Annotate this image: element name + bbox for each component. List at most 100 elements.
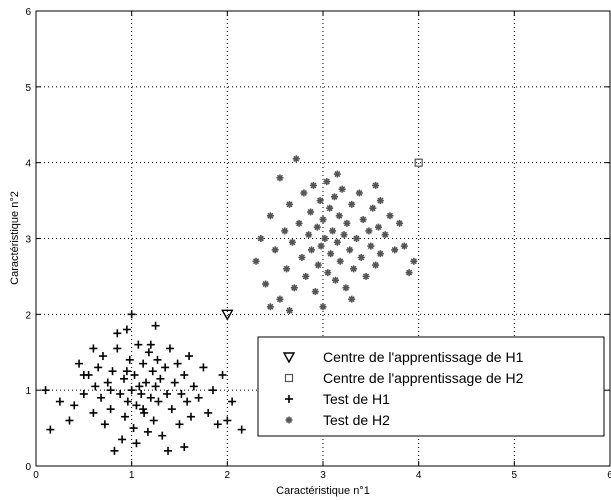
h2-test-point bbox=[288, 238, 296, 246]
h1-test-point bbox=[120, 374, 129, 383]
h2-test-point bbox=[295, 219, 303, 227]
h2-test-point bbox=[355, 189, 363, 197]
h1-test-point bbox=[137, 389, 146, 398]
h2-test-point bbox=[330, 193, 338, 201]
h1-test-point bbox=[165, 344, 174, 353]
h1-test-point bbox=[139, 405, 148, 414]
h1-test-point bbox=[170, 378, 179, 387]
y-tick-label: 1 bbox=[25, 386, 31, 397]
h1-test-point bbox=[125, 355, 134, 364]
h1-test-point bbox=[156, 374, 165, 383]
h1-test-point bbox=[127, 386, 136, 395]
h1-test-point bbox=[132, 401, 141, 410]
h1-test-point bbox=[194, 393, 203, 402]
h1-test-point bbox=[161, 363, 170, 372]
h2-test-point bbox=[308, 246, 316, 254]
h2-test-point bbox=[319, 303, 327, 311]
h2-test-point bbox=[352, 235, 360, 242]
h1-test-point bbox=[123, 397, 132, 406]
h1-test-point bbox=[41, 386, 50, 395]
h1-test-point bbox=[223, 416, 232, 425]
h1-test-point bbox=[180, 371, 189, 379]
h1-test-point bbox=[151, 321, 160, 330]
h1-test-point bbox=[103, 378, 112, 387]
h1-test-point bbox=[154, 397, 163, 406]
h2-test-point bbox=[359, 216, 367, 224]
h2-test-point bbox=[391, 246, 399, 254]
h1-test-point bbox=[208, 386, 217, 395]
h1-test-point bbox=[110, 446, 119, 455]
h1-test-point bbox=[167, 405, 176, 414]
h2-test-point bbox=[292, 155, 300, 163]
h2-test-point bbox=[405, 269, 413, 277]
h1-test-point bbox=[153, 355, 162, 364]
h2-test-point bbox=[307, 208, 315, 216]
h2-test-point bbox=[343, 219, 351, 227]
h1-test-point bbox=[139, 359, 148, 368]
h1-test-point bbox=[175, 420, 184, 429]
h1-test-point bbox=[189, 382, 198, 391]
h2-test-point bbox=[400, 242, 408, 250]
h2-test-point bbox=[286, 200, 294, 208]
x-tick-label: 4 bbox=[416, 470, 422, 481]
h1-test-point bbox=[143, 427, 152, 436]
h2-test-point bbox=[357, 253, 365, 261]
legend-marker-h2-center bbox=[284, 373, 294, 383]
h2-test-point bbox=[317, 242, 325, 250]
h2-test-point bbox=[271, 246, 279, 254]
h1-test-point bbox=[164, 446, 173, 455]
legend-label-h1-test: Test de H1 bbox=[323, 391, 390, 407]
h2-test-point bbox=[276, 174, 284, 182]
h2-test-point bbox=[350, 265, 358, 273]
h1-center-marker bbox=[221, 309, 234, 321]
x-tick-label: 0 bbox=[33, 470, 39, 481]
legend-label-h2-test: Test de H2 bbox=[323, 412, 390, 428]
h2-test-point bbox=[333, 238, 341, 246]
h1-test-point bbox=[89, 344, 98, 353]
h2-test-point bbox=[311, 288, 319, 296]
h2-test-point bbox=[257, 235, 265, 242]
h1-test-point bbox=[134, 340, 143, 349]
x-tick-label: 3 bbox=[320, 470, 326, 481]
h2-test-point bbox=[324, 269, 332, 277]
h2-test-point bbox=[365, 227, 373, 235]
h2-test-point bbox=[336, 257, 344, 265]
h1-test-point bbox=[142, 378, 151, 387]
h2-test-point bbox=[376, 250, 384, 258]
y-tick-label: 6 bbox=[25, 7, 31, 18]
h2-test-point bbox=[333, 170, 341, 178]
x-tick-label: 5 bbox=[512, 470, 518, 481]
h1-test-point bbox=[79, 389, 88, 398]
h1-test-point bbox=[173, 359, 182, 368]
h2-test-point bbox=[300, 189, 308, 197]
h2-test-point bbox=[367, 242, 375, 250]
h1-test-point bbox=[100, 420, 109, 429]
h1-test-point bbox=[65, 416, 74, 425]
h2-test-point bbox=[316, 197, 324, 205]
h1-test-point bbox=[163, 389, 172, 398]
legend-marker-h1-center bbox=[282, 352, 296, 364]
h2-test-point bbox=[266, 212, 274, 220]
h2-test-point bbox=[340, 231, 348, 239]
x-tick-label: 1 bbox=[129, 470, 135, 481]
h1-test-point bbox=[106, 386, 115, 395]
h1-test-point bbox=[135, 382, 144, 391]
h1-test-point bbox=[97, 393, 106, 402]
h1-test-point bbox=[183, 397, 192, 406]
axis-ticks: 0 1 2 3 4 5 6 0 1 2 3 4 5 6 bbox=[25, 7, 611, 481]
x-tick-label: 6 bbox=[607, 470, 611, 481]
h2-test-point bbox=[323, 178, 331, 186]
h2-test-point bbox=[266, 303, 274, 311]
h1-test-point bbox=[151, 382, 160, 391]
h2-test-point bbox=[369, 204, 377, 212]
h1-test-point bbox=[148, 367, 157, 376]
h1-test-point bbox=[146, 393, 155, 402]
y-tick-label: 3 bbox=[25, 235, 31, 246]
h1-test-point bbox=[199, 363, 208, 372]
h1-test-point bbox=[185, 352, 194, 361]
h1-test-point bbox=[146, 340, 155, 349]
h1-test-point bbox=[113, 344, 122, 353]
h2-test-point bbox=[313, 223, 321, 231]
h1-test-point bbox=[132, 439, 141, 448]
